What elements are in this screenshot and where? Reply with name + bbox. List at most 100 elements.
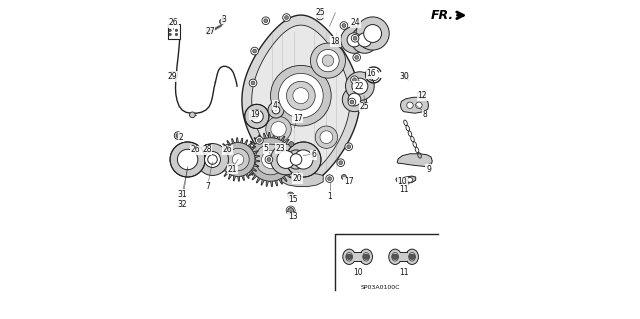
Circle shape	[244, 104, 269, 129]
Circle shape	[410, 254, 415, 260]
Text: 13: 13	[288, 212, 298, 221]
Circle shape	[353, 78, 356, 82]
Bar	[400, 252, 407, 261]
Circle shape	[310, 43, 346, 78]
Polygon shape	[252, 25, 350, 176]
Circle shape	[364, 25, 381, 42]
Circle shape	[257, 138, 261, 142]
Circle shape	[176, 134, 180, 137]
Circle shape	[251, 47, 259, 55]
Circle shape	[169, 33, 172, 36]
Circle shape	[345, 143, 353, 151]
Polygon shape	[397, 154, 432, 167]
Circle shape	[232, 154, 244, 165]
Ellipse shape	[409, 253, 415, 261]
Circle shape	[352, 78, 368, 94]
Circle shape	[340, 26, 367, 53]
Circle shape	[316, 126, 337, 148]
Text: 27: 27	[205, 27, 215, 36]
Circle shape	[347, 145, 351, 149]
Circle shape	[177, 149, 198, 170]
Circle shape	[196, 144, 228, 175]
Circle shape	[348, 98, 356, 106]
Circle shape	[268, 102, 284, 118]
Text: 30: 30	[399, 72, 410, 81]
Circle shape	[358, 33, 372, 47]
Circle shape	[220, 19, 225, 24]
Ellipse shape	[343, 249, 356, 264]
Circle shape	[291, 154, 302, 165]
Circle shape	[267, 158, 271, 161]
Text: 11: 11	[399, 185, 408, 194]
Polygon shape	[243, 132, 298, 187]
Text: 21: 21	[228, 165, 237, 174]
Circle shape	[353, 54, 360, 61]
Circle shape	[225, 145, 230, 150]
Circle shape	[205, 152, 220, 167]
Polygon shape	[396, 176, 416, 183]
Bar	[205, 144, 210, 151]
Circle shape	[277, 151, 295, 168]
Circle shape	[182, 154, 193, 165]
Circle shape	[320, 131, 333, 144]
Circle shape	[403, 73, 409, 79]
Circle shape	[250, 110, 263, 123]
Circle shape	[328, 177, 332, 181]
Text: 9: 9	[426, 165, 431, 174]
Text: 10: 10	[353, 268, 362, 277]
Text: 17: 17	[344, 177, 353, 186]
Circle shape	[342, 24, 346, 27]
Text: 4: 4	[273, 101, 278, 110]
Ellipse shape	[392, 253, 399, 261]
Circle shape	[400, 177, 405, 182]
Polygon shape	[216, 138, 260, 181]
Circle shape	[337, 159, 344, 167]
Text: 25: 25	[360, 102, 369, 111]
Ellipse shape	[363, 253, 369, 261]
Circle shape	[326, 175, 333, 182]
Ellipse shape	[360, 249, 372, 264]
Circle shape	[347, 33, 361, 47]
Circle shape	[265, 156, 273, 163]
Circle shape	[264, 19, 268, 23]
Text: 31: 31	[177, 190, 187, 199]
Circle shape	[408, 177, 413, 182]
Circle shape	[170, 142, 205, 177]
Circle shape	[416, 102, 422, 108]
Circle shape	[364, 254, 369, 260]
Text: 32: 32	[177, 200, 187, 209]
Circle shape	[346, 254, 352, 260]
Polygon shape	[282, 173, 323, 187]
Circle shape	[341, 174, 346, 180]
Bar	[170, 71, 177, 77]
Circle shape	[249, 79, 257, 87]
Circle shape	[356, 17, 389, 50]
Text: 15: 15	[288, 195, 298, 204]
Bar	[354, 252, 361, 261]
Circle shape	[285, 16, 289, 19]
Text: 10: 10	[397, 177, 407, 186]
Circle shape	[278, 73, 323, 118]
Circle shape	[351, 76, 358, 84]
Circle shape	[271, 65, 331, 126]
Text: 25: 25	[315, 8, 325, 17]
Bar	[168, 24, 180, 39]
Circle shape	[288, 208, 294, 213]
Ellipse shape	[406, 249, 419, 264]
Circle shape	[271, 144, 301, 175]
Circle shape	[346, 72, 374, 100]
Circle shape	[175, 29, 178, 32]
Bar	[417, 92, 425, 97]
Circle shape	[174, 132, 182, 139]
Circle shape	[189, 112, 195, 118]
Text: 6: 6	[311, 150, 316, 159]
Text: 1: 1	[327, 192, 332, 201]
Text: 26: 26	[168, 18, 178, 27]
Polygon shape	[242, 15, 360, 186]
Circle shape	[266, 116, 291, 142]
Circle shape	[206, 29, 212, 35]
Text: 5: 5	[263, 144, 268, 153]
Circle shape	[251, 111, 259, 119]
Circle shape	[289, 142, 294, 147]
Text: FR.: FR.	[431, 9, 454, 22]
